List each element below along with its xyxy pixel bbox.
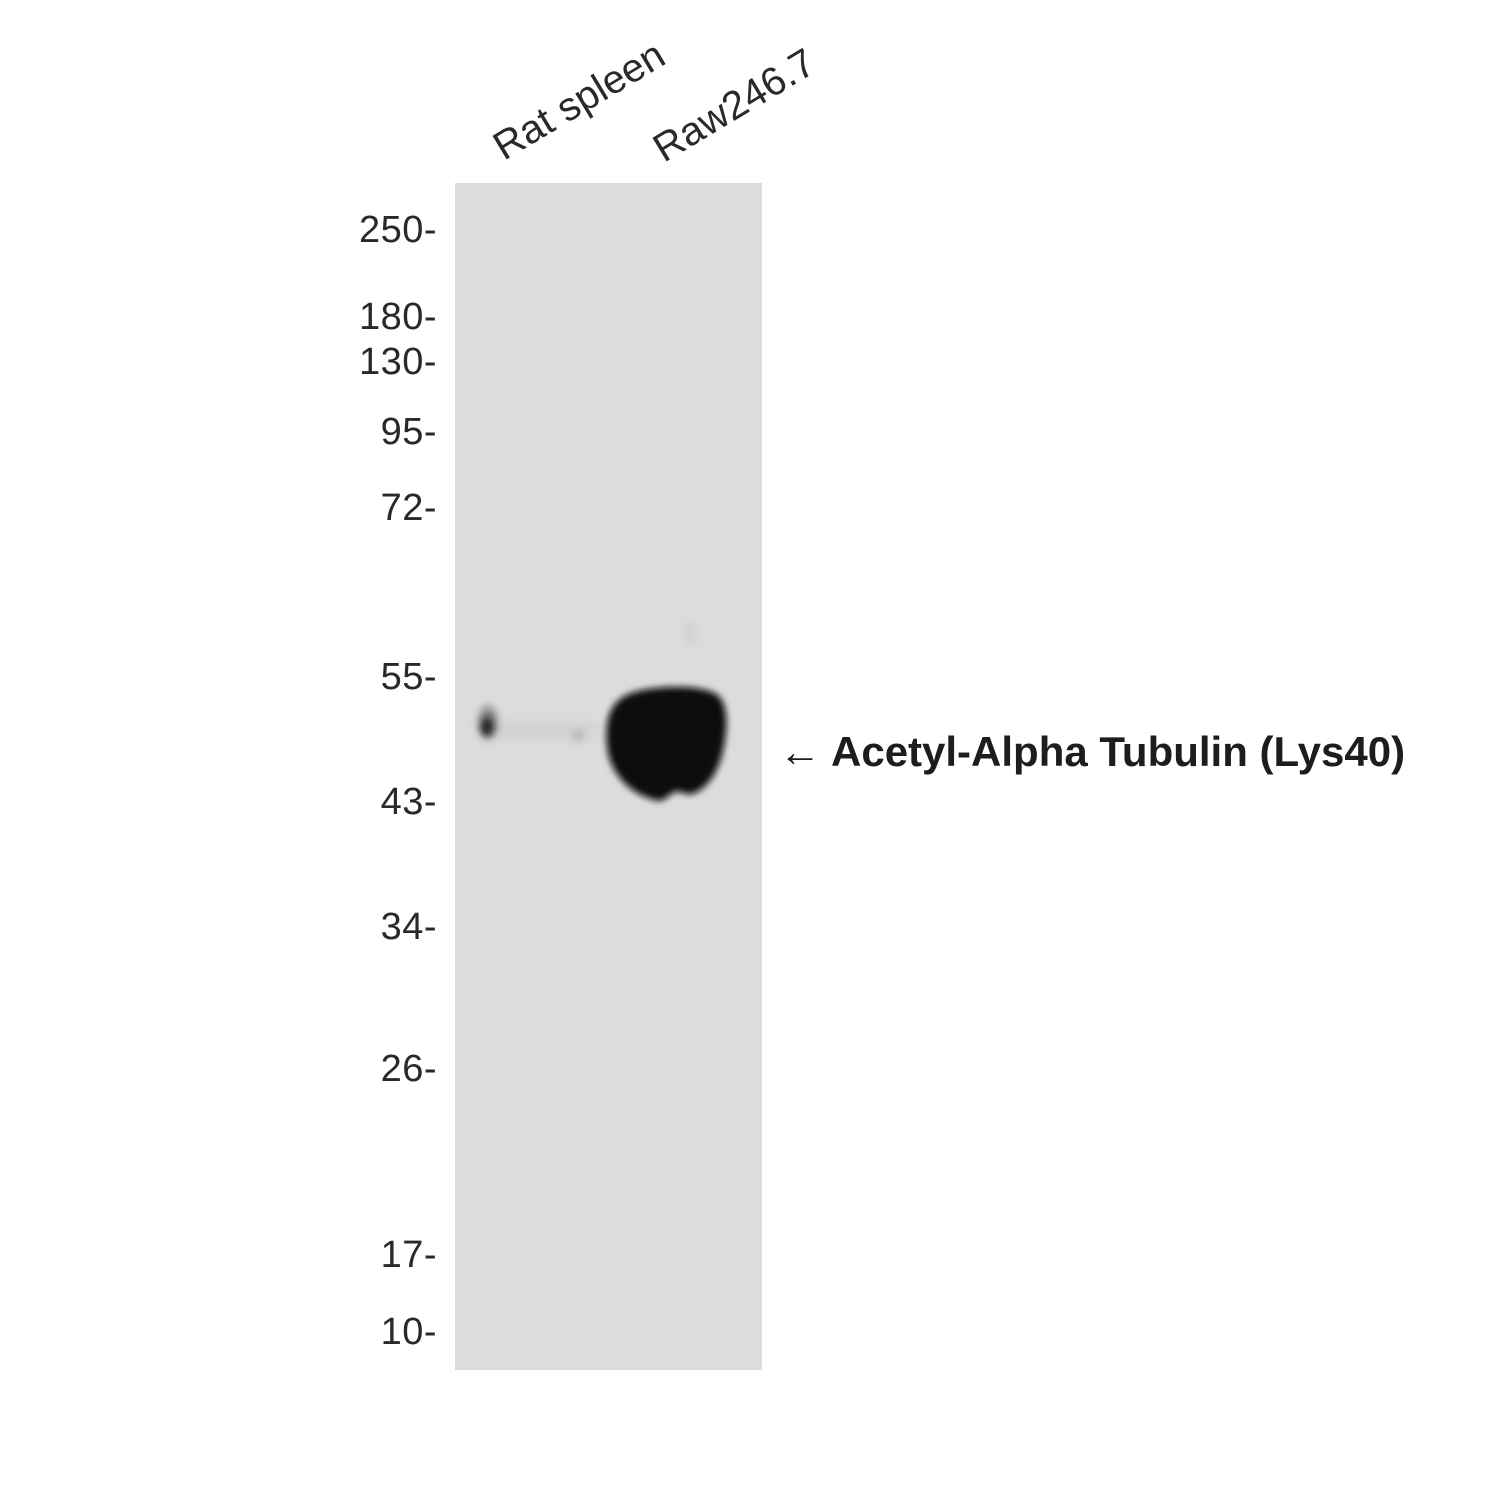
lane-label-raw246: Raw246.7 bbox=[645, 40, 823, 171]
mw-marker-95: 95- bbox=[380, 411, 437, 453]
mw-marker-34: 34- bbox=[380, 906, 437, 948]
mw-marker-17: 17- bbox=[380, 1234, 437, 1276]
mw-marker-43: 43- bbox=[380, 781, 437, 823]
mw-marker-55: 55- bbox=[380, 656, 437, 698]
mw-marker-10: 10- bbox=[380, 1311, 437, 1353]
band-annotation-label: Acetyl-Alpha Tubulin (Lys40) bbox=[831, 728, 1406, 775]
mw-marker-250: 250- bbox=[358, 209, 437, 251]
mw-marker-26: 26- bbox=[380, 1048, 437, 1090]
band-annotation: ← Acetyl-Alpha Tubulin (Lys40) bbox=[779, 727, 1405, 777]
left-arrow-icon: ← bbox=[779, 728, 821, 775]
mw-marker-72: 72- bbox=[380, 487, 437, 529]
mw-marker-130: 130- bbox=[358, 341, 437, 383]
gel-membrane bbox=[455, 183, 762, 1370]
mw-marker-180: 180- bbox=[358, 296, 437, 338]
lane-label-rat-spleen: Rat spleen bbox=[485, 32, 673, 169]
